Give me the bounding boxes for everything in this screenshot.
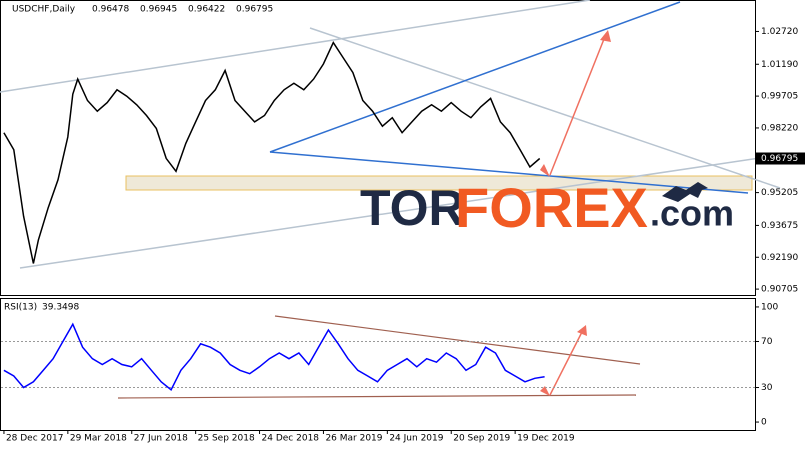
x-tick-label: 24 Jun 2019	[389, 434, 443, 444]
channel-line	[309, 27, 781, 189]
channel-line	[0, 0, 591, 93]
rsi-trend-line	[274, 315, 641, 365]
main-panel	[0, 0, 756, 296]
rsi-plot	[1, 322, 755, 391]
ohlc-value: 0.96422	[188, 5, 225, 15]
x-tick-label: 27 Jun 2018	[134, 434, 188, 444]
main-plot	[3, 41, 541, 264]
x-tick-label: 29 Mar 2018	[70, 434, 127, 444]
arrow-head	[600, 30, 611, 42]
current-price-box	[755, 152, 805, 165]
y-tick-label: 1.01190	[761, 60, 798, 70]
wedge-line	[269, 151, 749, 194]
ohlc-value: 0.96795	[236, 5, 273, 15]
y-tick-label: 0.95205	[761, 188, 798, 198]
x-tick-label: 26 Mar 2019	[325, 434, 382, 444]
y-tick-label: 0.90705	[761, 285, 798, 295]
x-tick-label: 24 Dec 2018	[262, 434, 320, 444]
symbol-title: USDCHF,Daily	[12, 5, 76, 15]
y-tick-label: 70	[761, 337, 773, 347]
rsi-last: 39.3498	[42, 303, 79, 313]
rsi-title: RSI(13)	[4, 303, 37, 313]
wedge-line	[269, 1, 681, 153]
channel-line	[19, 154, 781, 269]
x-tick-label: 19 Dec 2019	[517, 434, 575, 444]
y-tick-label: 0.92190	[761, 253, 798, 263]
x-tick-label: 20 Sep 2019	[453, 434, 510, 444]
x-tick-label: 28 Dec 2017	[6, 434, 64, 444]
arrow-head	[577, 325, 587, 336]
current-price-label: 0.96795	[761, 154, 798, 164]
ohlc-value: 0.96945	[140, 5, 177, 15]
y-tick-label: 100	[761, 302, 778, 312]
y-tick-label: 0.99705	[761, 92, 798, 102]
arrow-head	[540, 164, 550, 177]
ohlc-value: 0.96478	[92, 5, 129, 15]
price-line	[3, 322, 545, 391]
forecast-arrow	[549, 329, 584, 396]
rsi-panel	[0, 298, 756, 431]
x-tick-label: 25 Sep 2018	[198, 434, 255, 444]
watermark-tor: TOR	[360, 180, 465, 236]
watermark-com: .com	[650, 193, 734, 234]
watermark-forex: FOREX	[455, 176, 648, 239]
forecast-arrow	[549, 33, 607, 176]
y-tick-label: 0.93675	[761, 221, 798, 231]
bull-logo	[662, 182, 708, 202]
y-tick-label: 30	[761, 383, 773, 393]
y-tick-label: 0	[761, 418, 767, 428]
price-line	[3, 41, 541, 264]
rsi-trend-line	[117, 394, 637, 399]
arrow-head	[540, 386, 550, 396]
y-tick-label: 1.02720	[761, 27, 798, 37]
y-tick-label: 0.98220	[761, 123, 798, 133]
